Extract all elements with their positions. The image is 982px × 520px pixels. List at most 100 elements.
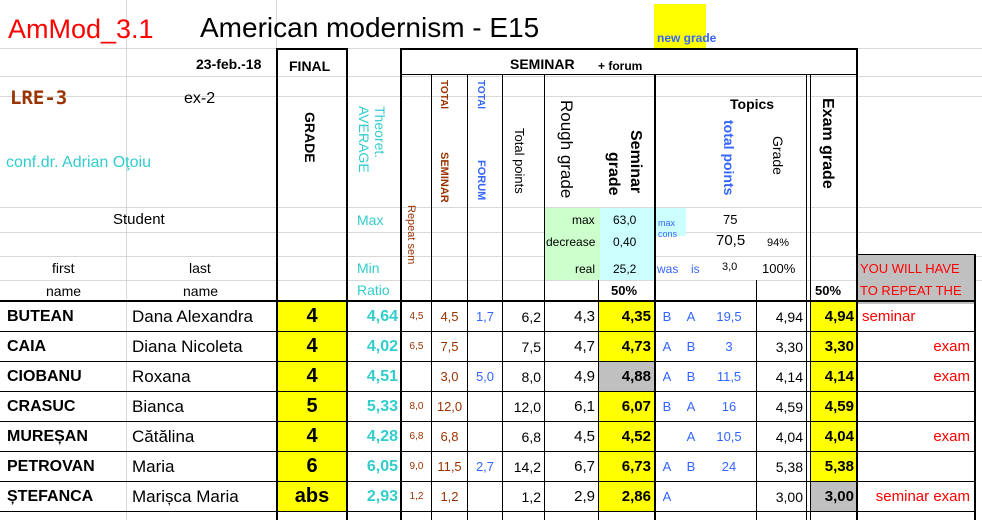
repeat-sem-value[interactable]: 4,5 xyxy=(409,311,424,322)
repeat-sem-value[interactable]: 1,2 xyxy=(409,491,424,502)
final-grade[interactable]: 6 xyxy=(278,452,346,481)
total-forum-value[interactable]: 1,7 xyxy=(475,309,495,324)
topics-points-value[interactable]: 16 xyxy=(721,399,737,414)
seminar-grade-value[interactable]: 2,86 xyxy=(599,482,654,511)
repeat-text[interactable] xyxy=(858,452,974,481)
is-value[interactable]: B xyxy=(686,369,696,384)
repeat-text[interactable] xyxy=(858,392,974,421)
was-value[interactable]: A xyxy=(662,459,672,474)
repeat-text[interactable]: exam xyxy=(933,338,970,355)
first-name[interactable]: Roxana xyxy=(132,366,191,386)
topics-points-value[interactable] xyxy=(702,482,756,511)
first-name[interactable]: Bianca xyxy=(132,396,184,416)
total-seminar-value[interactable]: 12,0 xyxy=(436,399,463,414)
theoretical-average[interactable]: 4,51 xyxy=(366,367,398,385)
was-value[interactable]: A xyxy=(662,369,672,384)
total-points-value[interactable]: 7,5 xyxy=(521,338,541,355)
total-seminar-value[interactable]: 4,5 xyxy=(440,309,459,324)
theoretical-average[interactable]: 4,28 xyxy=(366,427,398,445)
final-grade[interactable]: abs xyxy=(278,482,346,511)
topics-points-value[interactable]: 24 xyxy=(721,459,737,474)
seminar-grade-value[interactable]: 6,73 xyxy=(599,452,654,481)
theoretical-average[interactable]: 5,33 xyxy=(366,397,398,415)
seminar-grade-value[interactable]: 4,52 xyxy=(599,422,654,451)
is-value[interactable]: B xyxy=(686,459,696,474)
total-points-value[interactable]: 1,2 xyxy=(521,488,541,505)
last-name[interactable]: ȘTEFANCA xyxy=(7,487,94,505)
total-points-value[interactable]: 8,0 xyxy=(521,368,541,385)
topics-grade-value[interactable]: 3,30 xyxy=(775,338,803,355)
final-grade[interactable]: 5 xyxy=(278,392,346,421)
rough-grade-value[interactable]: 6,7 xyxy=(574,458,595,475)
exam-grade-value[interactable]: 3,30 xyxy=(811,332,856,361)
theoretical-average[interactable]: 2,93 xyxy=(366,487,398,505)
total-points-value[interactable]: 6,8 xyxy=(521,428,541,445)
is-value[interactable]: B xyxy=(686,339,696,354)
last-name[interactable]: CRASUC xyxy=(7,397,76,415)
total-seminar-value[interactable]: 1,2 xyxy=(440,489,459,504)
seminar-grade-value[interactable]: 6,07 xyxy=(599,392,654,421)
seminar-grade-value[interactable]: 4,88 xyxy=(599,362,654,391)
theoretical-average[interactable]: 4,02 xyxy=(366,337,398,355)
total-forum-value[interactable] xyxy=(468,482,502,511)
theoretical-average[interactable]: 4,64 xyxy=(366,307,398,325)
total-points-value[interactable]: 14,2 xyxy=(513,458,541,475)
exam-grade-value[interactable]: 5,38 xyxy=(811,452,856,481)
is-value[interactable]: A xyxy=(686,429,696,444)
exam-grade-value[interactable]: 4,14 xyxy=(811,362,856,391)
repeat-sem-value[interactable]: 8,0 xyxy=(409,401,424,412)
repeat-text[interactable]: exam xyxy=(933,368,970,385)
last-name[interactable]: CIOBANU xyxy=(7,367,82,385)
first-name[interactable]: Marișca Maria xyxy=(132,486,239,506)
rough-grade-value[interactable]: 4,9 xyxy=(574,368,595,385)
total-seminar-value[interactable]: 6,8 xyxy=(440,429,459,444)
seminar-grade-value[interactable]: 4,73 xyxy=(599,332,654,361)
topics-grade-value[interactable]: 3,00 xyxy=(775,488,803,505)
topics-grade-value[interactable]: 4,94 xyxy=(775,308,803,325)
total-forum-value[interactable]: 5,0 xyxy=(475,369,495,384)
topics-points-value[interactable]: 19,5 xyxy=(716,309,742,324)
rough-grade-value[interactable]: 4,5 xyxy=(574,428,595,445)
final-grade[interactable]: 4 xyxy=(278,362,346,391)
was-value[interactable]: A xyxy=(662,489,672,504)
topics-grade-value[interactable]: 4,14 xyxy=(775,368,803,385)
total-forum-value[interactable] xyxy=(468,392,502,421)
topics-points-value[interactable]: 10,5 xyxy=(716,429,742,444)
was-value[interactable]: A xyxy=(662,339,672,354)
first-name[interactable]: Maria xyxy=(132,456,175,476)
topics-grade-value[interactable]: 5,38 xyxy=(775,458,803,475)
topics-points-value[interactable]: 3 xyxy=(725,339,733,354)
rough-grade-value[interactable]: 4,3 xyxy=(574,308,595,325)
final-grade[interactable]: 4 xyxy=(278,332,346,361)
exam-grade-value[interactable]: 4,04 xyxy=(811,422,856,451)
is-value[interactable] xyxy=(680,482,702,511)
repeat-sem-value[interactable]: 6,5 xyxy=(409,341,424,352)
total-points-value[interactable]: 6,2 xyxy=(521,308,541,325)
repeat-text[interactable]: seminar exam xyxy=(875,488,970,505)
topics-points-value[interactable]: 11,5 xyxy=(716,369,742,384)
exam-grade-value[interactable]: 4,59 xyxy=(811,392,856,421)
total-forum-value[interactable] xyxy=(468,422,502,451)
total-forum-value[interactable]: 2,7 xyxy=(475,459,495,474)
seminar-grade-value[interactable]: 4,35 xyxy=(599,302,654,331)
exam-grade-value[interactable]: 3,00 xyxy=(811,482,856,511)
last-name[interactable]: CAIA xyxy=(7,337,47,355)
final-grade[interactable]: 4 xyxy=(278,422,346,451)
first-name[interactable]: Diana Nicoleta xyxy=(132,336,243,356)
last-name[interactable]: BUTEAN xyxy=(7,307,74,325)
total-seminar-value[interactable]: 7,5 xyxy=(440,339,459,354)
rough-grade-value[interactable]: 4,7 xyxy=(574,338,595,355)
last-name[interactable]: PETROVAN xyxy=(7,457,95,475)
repeat-text[interactable]: seminar xyxy=(862,308,916,325)
total-points-value[interactable]: 12,0 xyxy=(513,398,541,415)
total-forum-value[interactable] xyxy=(468,332,502,361)
topics-grade-value[interactable]: 4,59 xyxy=(775,398,803,415)
is-value[interactable]: A xyxy=(686,399,696,414)
first-name[interactable]: Dana Alexandra xyxy=(132,306,253,326)
repeat-sem-value[interactable]: 6,8 xyxy=(409,431,424,442)
theoretical-average[interactable]: 6,05 xyxy=(366,457,398,475)
rough-grade-value[interactable]: 6,1 xyxy=(574,398,595,415)
repeat-text[interactable]: exam xyxy=(933,428,970,445)
final-grade[interactable]: 4 xyxy=(278,302,346,331)
is-value[interactable]: A xyxy=(686,309,696,324)
